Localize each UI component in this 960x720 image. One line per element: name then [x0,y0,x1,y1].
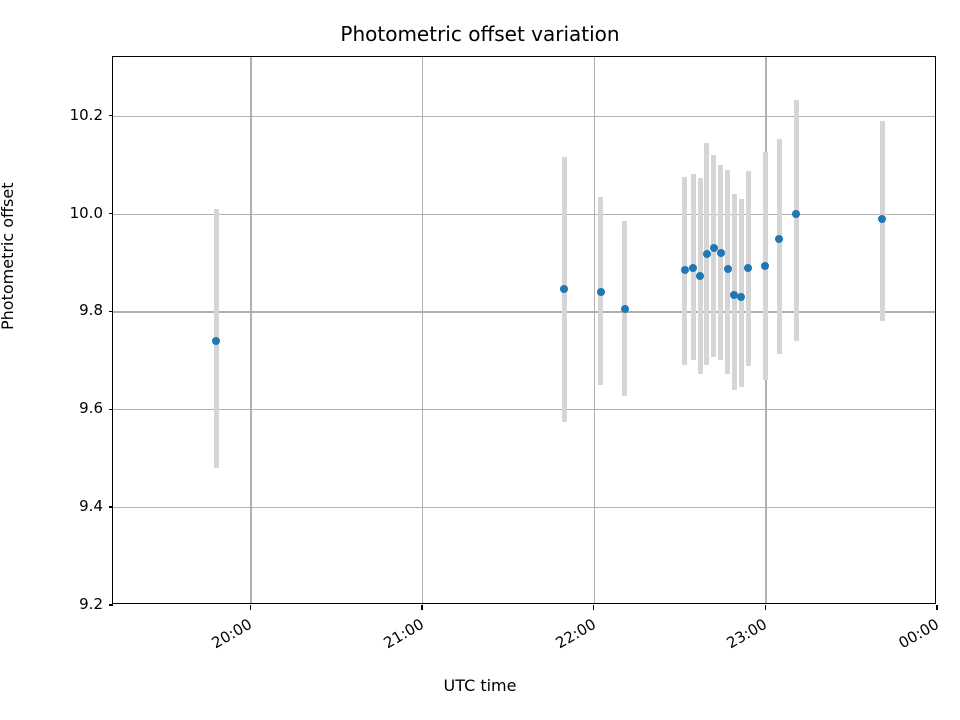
x-tick-label: 22:00 [552,615,599,653]
y-tick-mark [108,506,113,508]
y-gridline [113,213,935,215]
x-tick-mark [249,605,251,610]
data-point [761,261,770,270]
data-point [709,243,718,252]
data-point [723,264,732,273]
y-tick-label: 9.4 [79,497,103,516]
x-tick-label: 00:00 [895,615,942,653]
data-point [560,285,569,294]
data-point [689,264,698,273]
x-axis-label: UTC time [443,676,517,695]
data-point [730,291,739,300]
x-tick-label: 21:00 [380,615,427,653]
x-gridline [250,57,252,603]
data-point [716,248,725,257]
data-point [744,264,753,273]
x-tick-mark [421,605,423,610]
data-point [620,304,629,313]
data-point [702,249,711,258]
data-point [680,266,689,275]
error-bar [793,99,799,341]
data-point [696,272,705,281]
error-bar [776,139,782,355]
data-point [596,287,605,296]
y-tick-mark [108,408,113,410]
y-tick-mark [108,115,113,117]
chart-title: Photometric offset variation [340,22,620,46]
x-tick-mark [764,605,766,610]
y-tick-label: 9.2 [79,595,103,613]
data-point [878,215,887,224]
x-gridline [422,57,424,603]
x-gridline [593,57,595,603]
data-point [792,209,801,218]
y-axis-label: Photometric offset [0,182,17,330]
y-tick-mark [108,604,113,606]
data-point [737,292,746,301]
y-tick-mark [108,310,113,313]
y-tick-mark [108,212,113,215]
y-tick-label: 10.2 [69,105,103,124]
y-gridline [113,507,935,509]
y-gridline [113,409,935,411]
x-tick-mark [593,605,595,610]
plot-surface [113,57,935,603]
plot-axes: 9.2 9.4 9.6 9.8 10.0 10.2 20:00 21:00 22:00 23:00… [70,56,942,652]
y-tick-label: 10.0 [69,203,103,222]
x-tick-label: 20:00 [208,615,256,653]
data-point [775,235,784,243]
y-tick-label: 9.6 [79,399,103,418]
data-point [212,336,220,345]
y-gridline [113,311,935,313]
y-tick-label: 9.8 [79,301,103,320]
error-bar [711,154,717,358]
x-tick-label: 23:00 [723,615,771,653]
error-bar [718,164,724,361]
y-gridline [113,115,935,117]
x-tick-mark [936,605,938,610]
